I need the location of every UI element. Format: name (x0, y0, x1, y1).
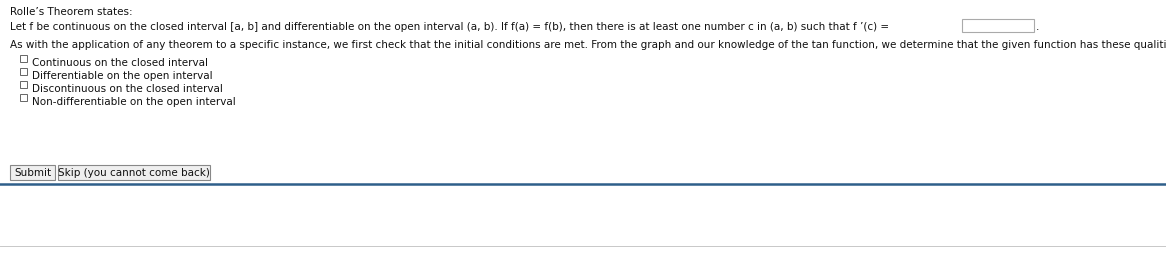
Text: Rolle’s Theorem states:: Rolle’s Theorem states: (10, 7, 133, 17)
Text: Non-differentiable on the open interval: Non-differentiable on the open interval (31, 97, 236, 107)
Bar (20, 69, 27, 76)
Text: As with the application of any theorem to a specific instance, we first check th: As with the application of any theorem t… (10, 40, 1166, 50)
Text: .: . (1037, 22, 1039, 32)
Bar (962, 20, 1034, 33)
Text: Skip (you cannot come back): Skip (you cannot come back) (58, 168, 210, 178)
Text: Let f be continuous on the closed interval [a, b] and differentiable on the open: Let f be continuous on the closed interv… (10, 22, 890, 32)
Text: Submit: Submit (14, 168, 51, 178)
Text: Discontinuous on the closed interval: Discontinuous on the closed interval (31, 84, 223, 94)
Bar (20, 82, 27, 89)
Bar (20, 56, 27, 63)
Bar (20, 95, 27, 102)
Bar (10, 165, 55, 180)
Text: Differentiable on the open interval: Differentiable on the open interval (31, 71, 212, 81)
Text: Continuous on the closed interval: Continuous on the closed interval (31, 58, 208, 68)
Bar (58, 165, 210, 180)
